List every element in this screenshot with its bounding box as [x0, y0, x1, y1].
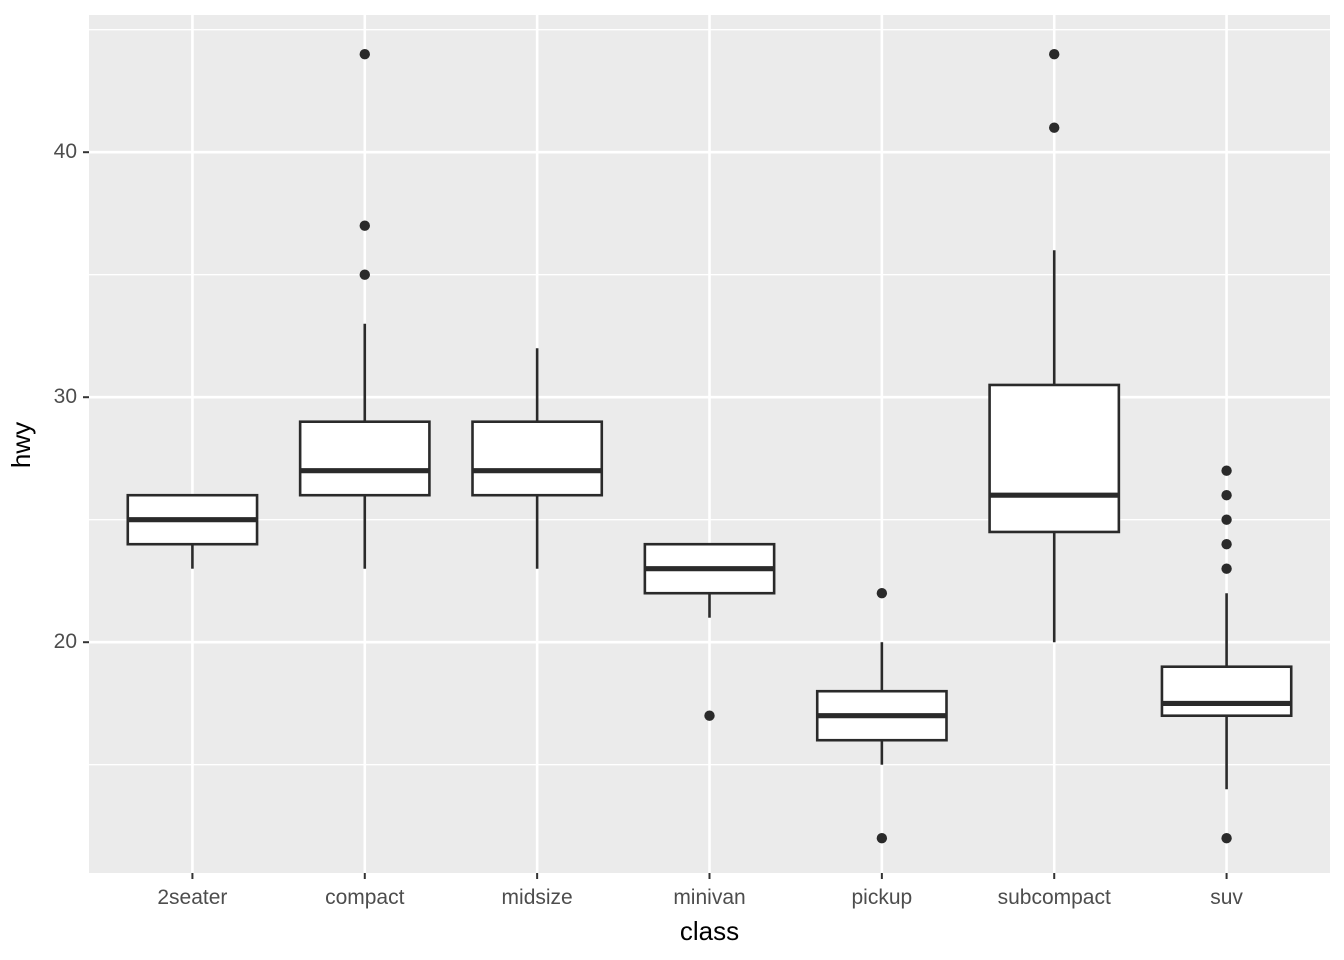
- x-tick-label-suv: suv: [1210, 886, 1243, 909]
- box-midsize: [471, 420, 604, 497]
- x-tick-label-subcompact: subcompact: [997, 886, 1111, 909]
- outlier-suv: [1221, 465, 1232, 476]
- box-compact: [298, 420, 431, 497]
- x-tick-label-2seater: 2seater: [157, 886, 228, 909]
- x-tick-label-pickup: pickup: [851, 886, 913, 909]
- outlier-suv: [1221, 833, 1232, 844]
- y-tick-label-40: 40: [53, 140, 77, 164]
- outlier-minivan: [704, 710, 715, 721]
- x-tick-label-midsize: midsize: [501, 886, 573, 909]
- outlier-suv: [1221, 563, 1232, 574]
- outlier-suv: [1221, 539, 1232, 550]
- outlier-compact: [359, 49, 370, 60]
- outlier-suv: [1221, 490, 1232, 501]
- outlier-compact: [359, 269, 370, 280]
- outlier-pickup: [876, 588, 888, 599]
- outlier-subcompact: [1049, 49, 1060, 60]
- x-tick-label-minivan: minivan: [673, 886, 746, 909]
- box-subcompact: [988, 383, 1121, 534]
- x-tick-label-compact: compact: [325, 886, 405, 909]
- box-suv: [1160, 665, 1293, 718]
- y-tick-label-20: 20: [53, 630, 77, 654]
- outlier-compact: [359, 220, 370, 231]
- outlier-suv: [1221, 514, 1232, 525]
- y-tick-label-30: 30: [53, 385, 77, 409]
- y-axis-title: hwy: [6, 421, 36, 469]
- outlier-pickup: [876, 833, 888, 844]
- x-axis-title: class: [679, 916, 740, 946]
- outlier-subcompact: [1049, 122, 1060, 133]
